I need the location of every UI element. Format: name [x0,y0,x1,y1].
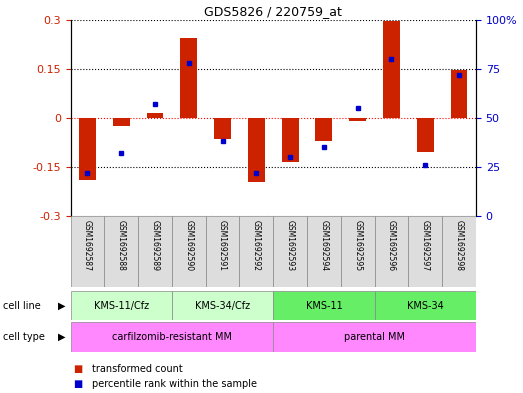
Text: GSM1692595: GSM1692595 [353,220,362,271]
Text: percentile rank within the sample: percentile rank within the sample [92,379,256,389]
Bar [105,216,138,287]
Text: cell type: cell type [3,332,44,342]
Text: KMS-34: KMS-34 [407,301,444,310]
Bar [113,118,130,126]
Bar [206,216,240,287]
Text: GSM1692592: GSM1692592 [252,220,261,271]
Bar [240,216,273,287]
Bar [374,291,476,320]
Bar [172,216,206,287]
Bar [138,216,172,287]
Text: ■: ■ [73,379,83,389]
Text: GSM1692598: GSM1692598 [454,220,463,271]
Text: GSM1692596: GSM1692596 [387,220,396,271]
Text: GSM1692593: GSM1692593 [286,220,294,271]
Bar [341,216,374,287]
Bar [273,291,374,320]
Text: GSM1692588: GSM1692588 [117,220,126,270]
Text: ▶: ▶ [58,332,65,342]
Bar [79,118,96,180]
Title: GDS5826 / 220759_at: GDS5826 / 220759_at [204,6,342,18]
Bar [315,118,333,141]
Bar [408,216,442,287]
Bar [349,118,366,121]
Text: GSM1692589: GSM1692589 [151,220,160,271]
Bar [71,216,105,287]
Text: carfilzomib-resistant MM: carfilzomib-resistant MM [112,332,232,342]
Text: KMS-34/Cfz: KMS-34/Cfz [195,301,250,310]
Text: KMS-11: KMS-11 [305,301,343,310]
Bar [180,38,197,118]
Text: GSM1692591: GSM1692591 [218,220,227,271]
Text: GSM1692597: GSM1692597 [421,220,430,271]
Bar [71,322,273,352]
Bar [71,291,172,320]
Bar [442,216,476,287]
Text: ■: ■ [73,364,83,374]
Bar [172,291,273,320]
Bar [273,322,476,352]
Text: GSM1692587: GSM1692587 [83,220,92,271]
Text: GSM1692594: GSM1692594 [320,220,328,271]
Text: cell line: cell line [3,301,40,310]
Bar [451,70,468,118]
Bar [417,118,434,152]
Bar [248,118,265,182]
Bar [307,216,341,287]
Bar [383,21,400,118]
Bar [214,118,231,139]
Bar [273,216,307,287]
Text: KMS-11/Cfz: KMS-11/Cfz [94,301,149,310]
Text: transformed count: transformed count [92,364,183,374]
Text: ▶: ▶ [58,301,65,310]
Bar [374,216,408,287]
Bar [146,113,164,118]
Text: parental MM: parental MM [344,332,405,342]
Bar [282,118,299,162]
Text: GSM1692590: GSM1692590 [184,220,194,271]
